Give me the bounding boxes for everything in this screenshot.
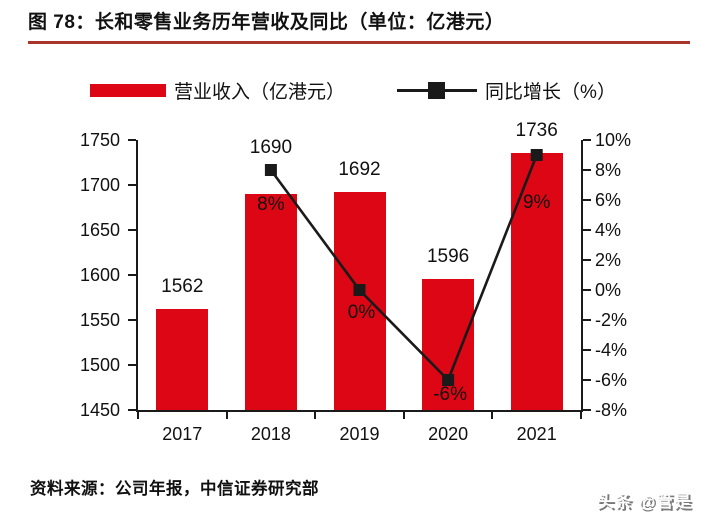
y-axis-right-label: 2% [595, 250, 622, 270]
x-axis-tick [225, 412, 228, 419]
figure-title: 图 78：长和零售业务历年营收及同比（单位：亿港元） [28, 10, 690, 44]
growth-line-swatch-icon [397, 81, 478, 99]
y-axis-right-tick [583, 199, 591, 201]
y-axis-right-tick [583, 409, 591, 411]
legend-item-growth: 同比增长（%） [397, 77, 616, 104]
bar-value-label: 1736 [515, 119, 558, 141]
x-axis-label: 2017 [162, 424, 203, 444]
y-axis-left-label: 1700 [79, 175, 120, 195]
watermark: 头条 @管是 [596, 492, 692, 511]
bar-value-label: 1562 [161, 276, 204, 298]
growth-value-label: 0% [347, 302, 376, 323]
x-axis [136, 410, 583, 412]
chart-legend: 营业收入（亿港元） 同比增长（%） [0, 76, 706, 104]
y-axis-right [581, 140, 583, 412]
growth-value-label: 8% [257, 194, 285, 215]
y-axis-right-label: 4% [595, 220, 622, 240]
y-axis-left-tick [128, 364, 136, 366]
x-axis-tick [402, 412, 405, 419]
bar-value-label: 1596 [426, 245, 470, 267]
revenue-bar-swatch-icon [90, 83, 167, 97]
x-axis-tick [314, 412, 317, 419]
y-axis-left-label: 1550 [79, 310, 120, 330]
x-axis-tick [137, 412, 139, 419]
y-axis-right-label: -6% [595, 370, 628, 390]
y-axis-right-label: 8% [595, 160, 622, 180]
y-axis-left-label: 1450 [79, 400, 120, 420]
source-note: 资料来源：公司年报，中信证券研究部 [30, 480, 319, 498]
x-axis-label: 2018 [250, 424, 291, 444]
growth-value-label: -6% [433, 384, 467, 405]
x-axis-label: 2019 [339, 424, 380, 444]
y-axis-left-label: 1500 [79, 355, 120, 375]
y-axis-left-tick [128, 274, 136, 276]
growth-value-label: 9% [522, 192, 551, 213]
y-axis-left-label: 1750 [79, 130, 120, 150]
x-axis-tick [491, 412, 494, 419]
y-axis-left-tick [128, 184, 136, 186]
legend-revenue-label: 营业收入（亿港元） [174, 81, 346, 103]
y-axis-left-tick [128, 139, 136, 141]
legend-item-revenue: 营业收入（亿港元） [90, 77, 345, 104]
y-axis-left [136, 140, 138, 412]
x-axis-tick [580, 412, 582, 419]
y-axis-left-tick [128, 229, 136, 231]
bar-value-label: 1692 [338, 159, 381, 181]
y-axis-right-tick [583, 379, 591, 381]
legend-growth-label: 同比增长（%） [485, 81, 616, 103]
y-axis-right-tick [583, 289, 591, 291]
y-axis-left-label: 1600 [79, 265, 120, 285]
y-axis-right-label: 0% [595, 280, 622, 300]
y-axis-right-tick [583, 169, 591, 171]
y-axis-right-label: 10% [595, 130, 632, 150]
y-axis-left-tick [128, 409, 136, 411]
y-axis-right-label: -8% [595, 400, 628, 420]
y-axis-right-tick [583, 319, 591, 321]
y-axis-right-tick [583, 259, 591, 261]
y-axis-right-label: -4% [595, 340, 628, 360]
y-axis-left-tick [128, 319, 136, 321]
revenue-bar [156, 309, 209, 410]
y-axis-right-label: 6% [595, 190, 622, 210]
growth-square-marker [428, 81, 446, 99]
y-axis-right-tick [583, 349, 591, 351]
y-axis-right-tick [583, 229, 591, 231]
x-axis-label: 2020 [428, 424, 469, 444]
revenue-bar [244, 194, 297, 410]
y-axis-left-label: 1650 [79, 220, 120, 240]
y-axis-right-label: -2% [595, 310, 628, 330]
x-axis-label: 2021 [516, 424, 557, 444]
y-axis-right-tick [583, 139, 591, 141]
bar-value-label: 1690 [249, 137, 293, 158]
growth-point-marker [264, 164, 277, 176]
